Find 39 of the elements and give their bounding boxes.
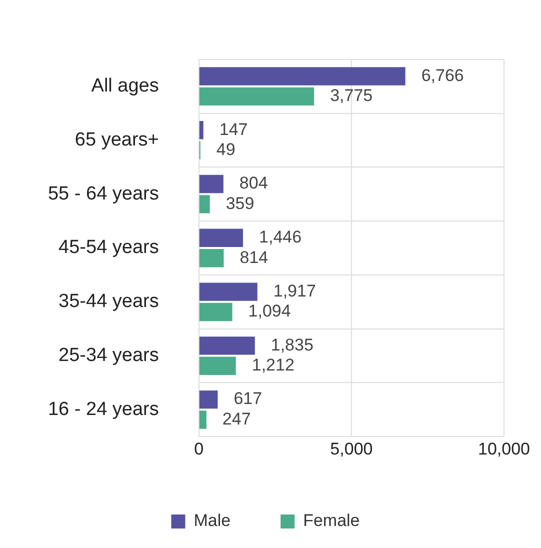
bar: [199, 87, 314, 106]
data-label: 804: [239, 174, 268, 193]
bar: [199, 228, 244, 247]
y-tick-label: 55 - 64 years: [48, 183, 159, 204]
bar: [199, 336, 255, 355]
bar: [199, 67, 406, 86]
data-label: 359: [226, 194, 254, 213]
y-tick-label: 25-34 years: [58, 345, 159, 366]
bar: [199, 174, 224, 194]
legend-label: Female: [303, 511, 360, 530]
data-label: 1,446: [259, 228, 302, 247]
bar: [199, 410, 206, 429]
bar: [199, 356, 236, 375]
y-tick-label: 65 years+: [74, 129, 159, 150]
data-label: 1,917: [273, 281, 316, 300]
bar: [199, 390, 218, 409]
y-tick-label: 45-54 years: [58, 237, 159, 258]
data-label: 1,835: [270, 335, 314, 354]
data-label: 1,212: [252, 356, 294, 375]
bar: [199, 121, 204, 140]
data-label: 3,775: [330, 86, 373, 106]
x-tick-label: 10,000: [478, 439, 530, 458]
y-tick-label: 16 - 24 years: [48, 398, 159, 420]
data-label: 814: [240, 248, 268, 267]
data-label: 147: [219, 120, 248, 139]
x-tick-label: 5,000: [330, 439, 373, 458]
y-tick-label: All ages: [91, 76, 159, 97]
bar: [199, 282, 258, 301]
x-tick-label: 0: [194, 439, 204, 458]
bar: [199, 195, 210, 214]
legend-label: Male: [194, 511, 231, 530]
y-tick-label: 35-44 years: [58, 291, 159, 312]
data-label: 617: [234, 389, 262, 408]
bar: [199, 249, 224, 268]
data-label: 247: [222, 409, 251, 428]
data-label: 1,094: [248, 302, 291, 321]
data-label: 49: [216, 140, 236, 160]
data-label: 6,766: [421, 66, 464, 85]
bar: [199, 302, 232, 322]
